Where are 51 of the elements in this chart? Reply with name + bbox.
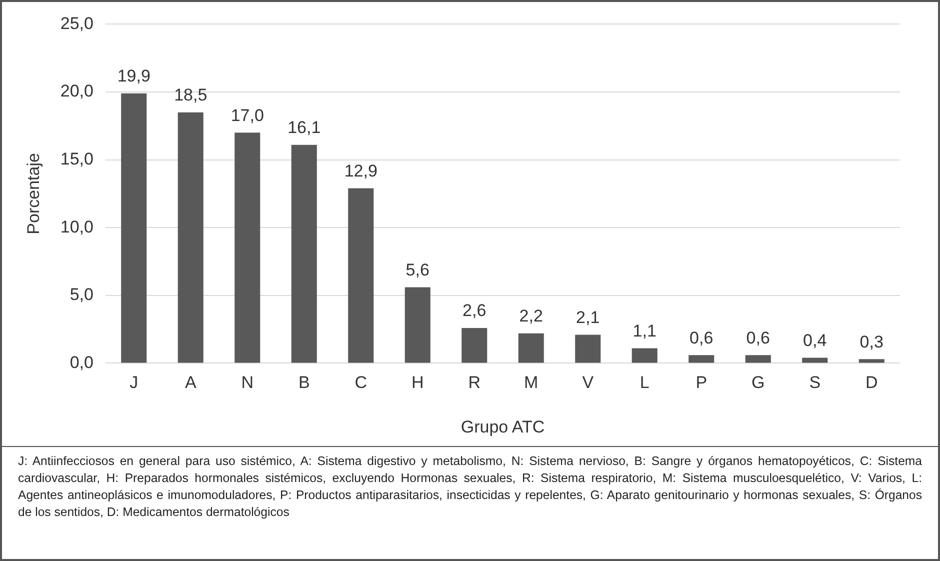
data-label: 5,6 xyxy=(406,260,430,280)
x-tick-label: V xyxy=(582,373,594,392)
y-tick-label: 5,0 xyxy=(70,285,94,304)
data-label: 0,6 xyxy=(746,328,770,348)
bar xyxy=(121,93,147,363)
bar xyxy=(745,355,771,363)
x-tick-label: B xyxy=(298,373,310,392)
data-label: 0,6 xyxy=(690,328,714,348)
y-tick-label: 20,0 xyxy=(60,82,94,101)
data-label: 18,5 xyxy=(174,86,208,105)
bar xyxy=(234,132,260,363)
x-tick-label: L xyxy=(640,373,650,392)
data-label: 2,6 xyxy=(462,301,486,320)
x-tick-label: A xyxy=(184,373,197,392)
x-tick-label: S xyxy=(809,373,821,392)
x-tick-label: N xyxy=(241,373,254,392)
y-tick-label: 10,0 xyxy=(60,217,94,236)
data-label: 0,3 xyxy=(860,332,884,352)
bar xyxy=(518,333,544,363)
bar xyxy=(858,359,884,363)
y-tick-label: 25,0 xyxy=(60,14,94,33)
data-label: 2,1 xyxy=(576,308,600,327)
bar xyxy=(632,348,658,363)
x-tick-label: M xyxy=(524,373,538,392)
y-tick-label: 15,0 xyxy=(60,149,94,168)
x-tick-label: R xyxy=(468,373,481,392)
x-tick-label: C xyxy=(354,373,368,392)
bar xyxy=(575,334,601,363)
data-label: 17,0 xyxy=(230,106,264,125)
bar xyxy=(462,328,488,363)
y-tick-label: 0,0 xyxy=(70,352,94,372)
bar xyxy=(802,358,828,363)
bar xyxy=(178,112,204,363)
bar xyxy=(688,355,714,363)
bar xyxy=(348,188,374,363)
data-label: 0,4 xyxy=(803,330,827,350)
text: J: Antiinfecciosos en general para uso sistémico, A: Sistema digestivo y metabolismo, N: Sistema nervioso, B: Sangre y órganos hematopoyéticos, C: Sistema cardiovascular, H: Preparados hormonales sistémicos, excluyendo Hormonas sexuales, R: Sistema respiratorio, M: Sistema musculoesquelético, V: Varios, L: Agentes antineoplásicos e imunomoduladores, P: Productos antiparasitarios, insecticidas y repelentes, G: Aparato genitourinario y hormonas sexuales, S: Órganos de los sentidos, D: Medicamentos dermatológicos xyxy=(18,453,922,521)
data-label: 16,1 xyxy=(288,118,321,138)
x-tick-label: P xyxy=(696,373,708,392)
bar xyxy=(291,144,317,363)
x-axis-title: Grupo ATC xyxy=(460,417,545,436)
x-tick-label: G xyxy=(752,373,765,392)
x-tick-label: H xyxy=(411,373,424,392)
y-axis-title: Porcentaje xyxy=(24,153,43,234)
data-label: 2,2 xyxy=(519,306,543,326)
bar xyxy=(404,287,430,363)
data-label: 12,9 xyxy=(344,161,378,180)
x-tick-label: J xyxy=(130,373,138,392)
data-label: 1,1 xyxy=(632,321,656,340)
data-label: 19,9 xyxy=(117,66,150,86)
x-tick-label: D xyxy=(865,373,878,392)
